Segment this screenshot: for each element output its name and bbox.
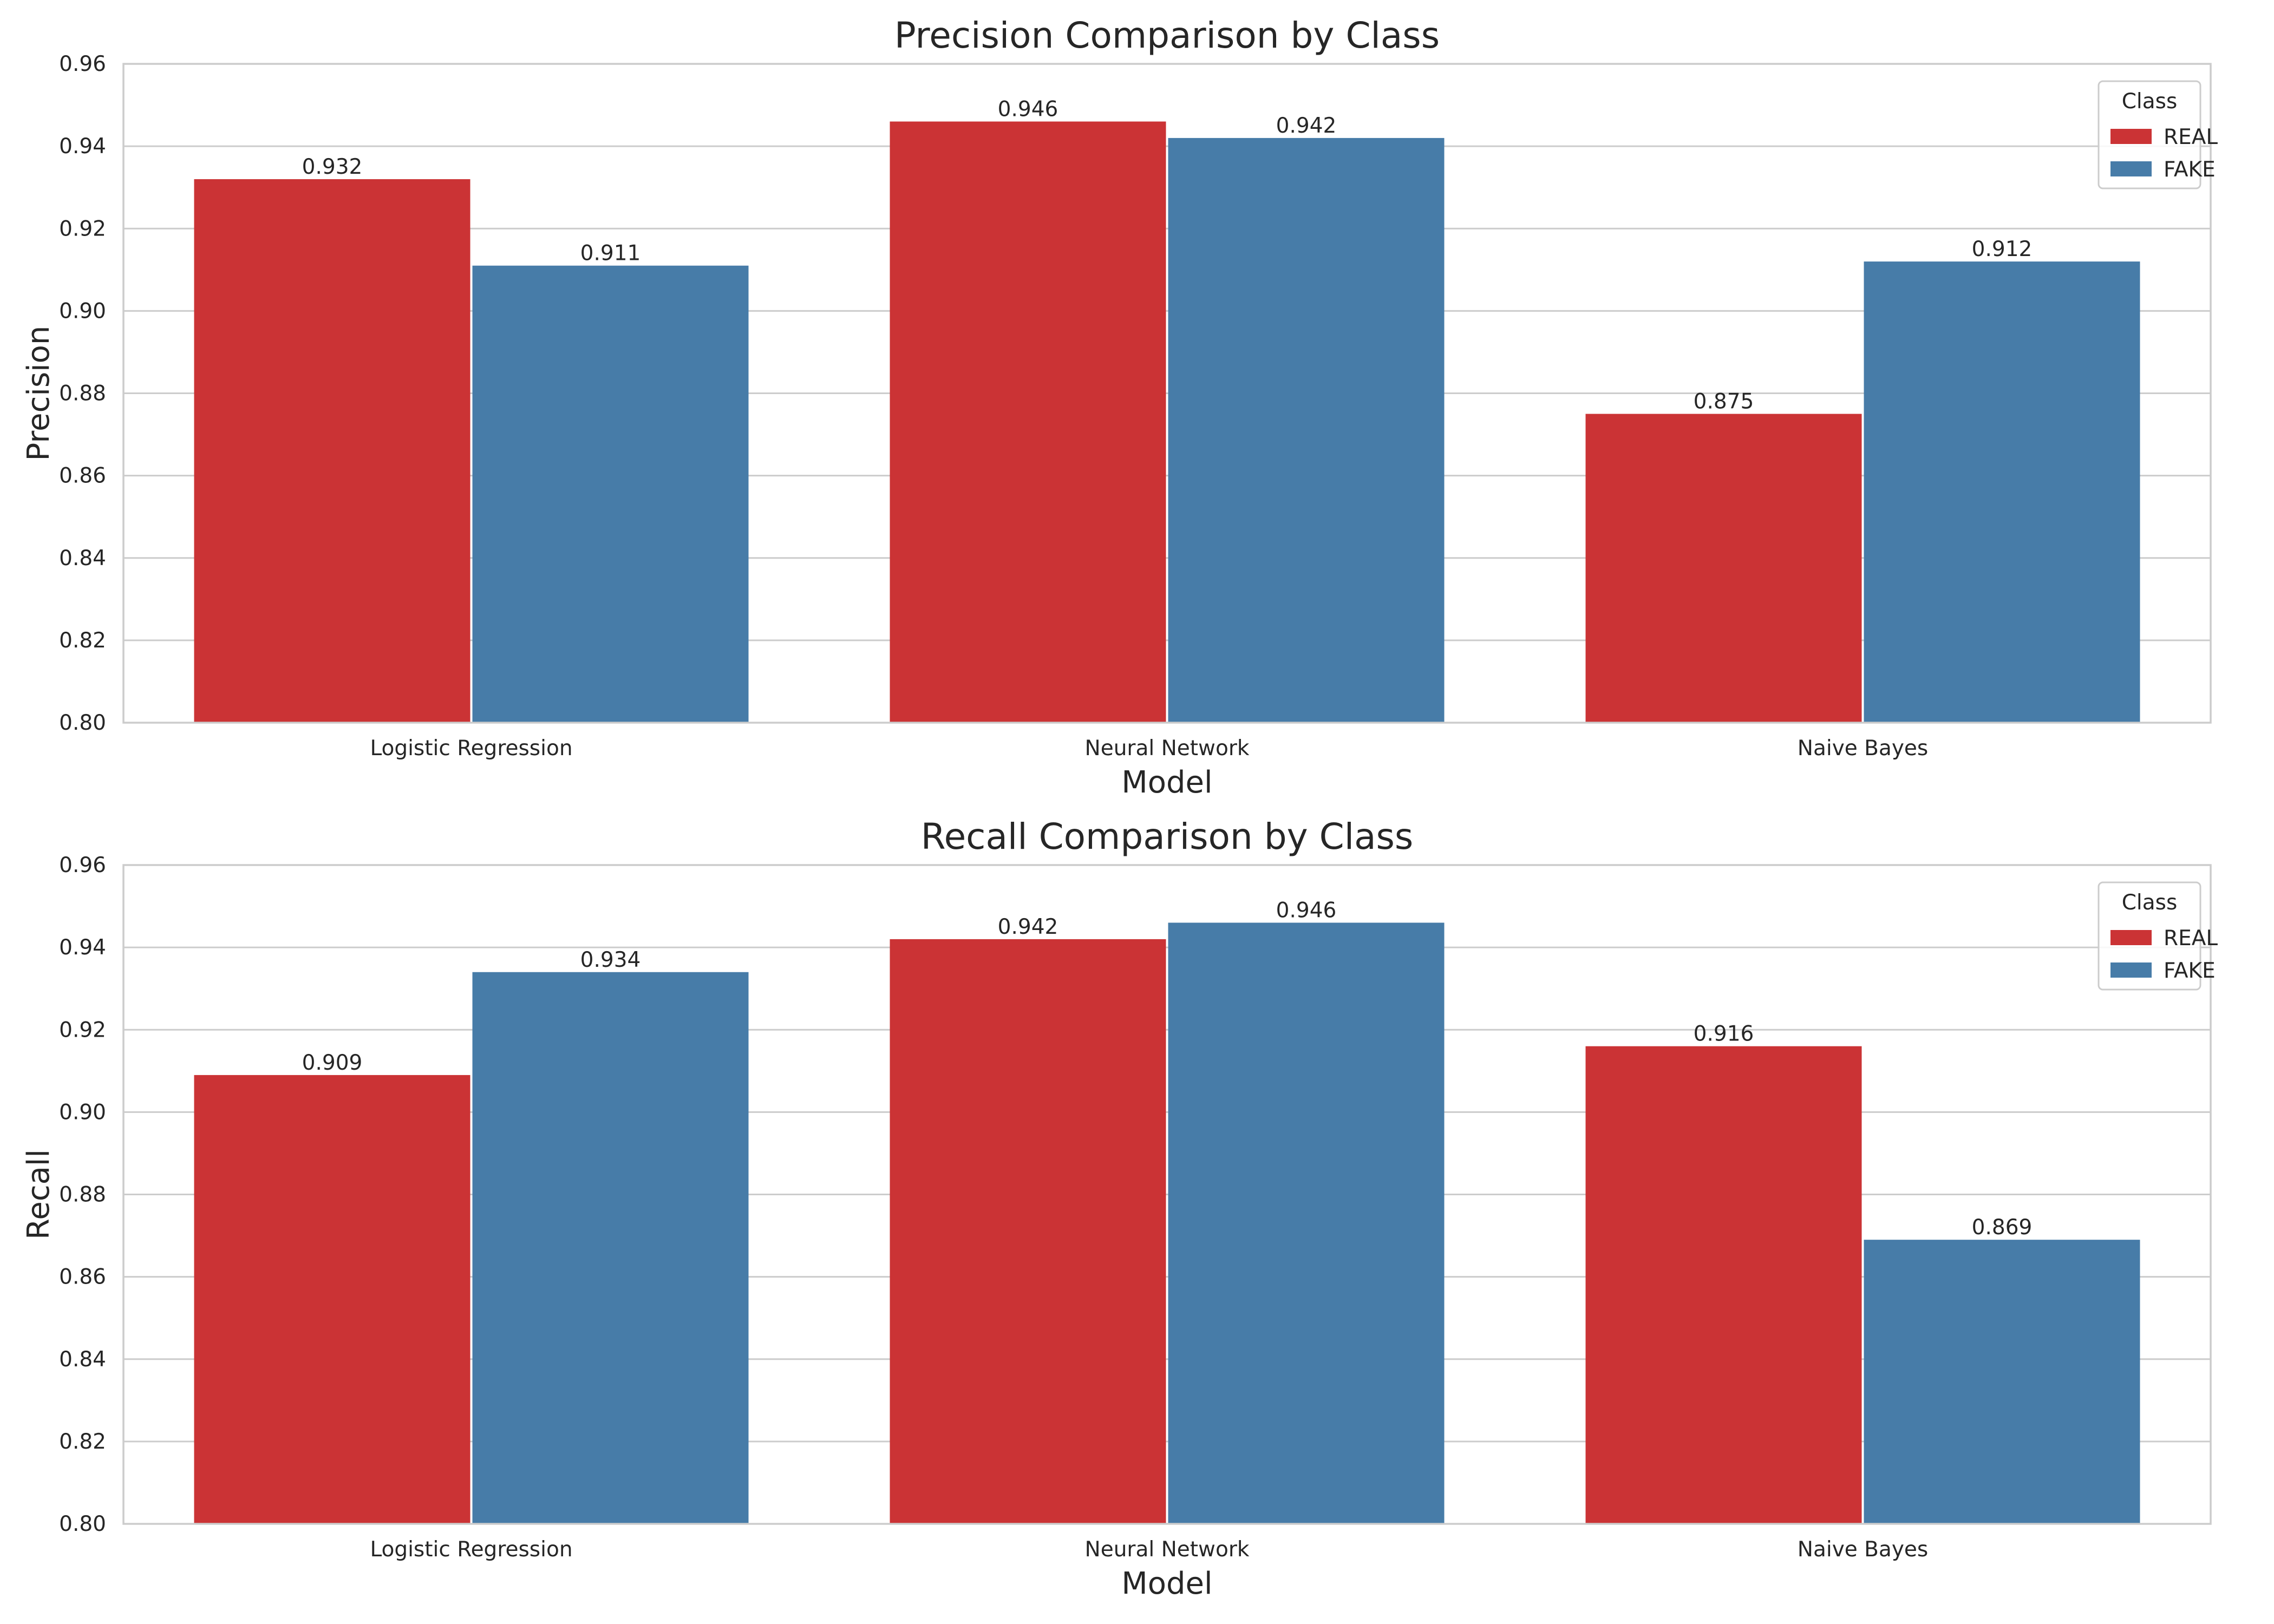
y-tick-label: 0.86 xyxy=(59,464,106,488)
x-tick-label: Logistic Regression xyxy=(370,736,572,761)
y-tick-label: 0.90 xyxy=(59,299,106,323)
x-tick-label: Logistic Regression xyxy=(370,1537,572,1562)
bar-real xyxy=(1585,414,1862,723)
legend: Class REAL FAKE xyxy=(2097,881,2218,991)
bar-value-label: 0.912 xyxy=(1972,237,2033,261)
y-tick-label: 0.84 xyxy=(59,546,106,571)
y-tick-label: 0.86 xyxy=(59,1265,106,1289)
plot-frame xyxy=(122,63,2212,724)
x-tick-label: Neural Network xyxy=(1085,736,1250,761)
bar-value-label: 0.932 xyxy=(302,155,363,179)
precision-chart-title: Precision Comparison by Class xyxy=(894,15,1440,56)
y-tick-label: 0.82 xyxy=(59,1430,106,1454)
y-axis-label: Precision xyxy=(21,326,56,461)
bar-value-label: 0.942 xyxy=(998,915,1058,939)
legend-title: Class xyxy=(2122,890,2178,915)
bar-value-label: 0.934 xyxy=(580,948,641,972)
y-tick-label: 0.96 xyxy=(59,853,106,878)
bar-fake xyxy=(1864,1240,2140,1524)
y-tick-label: 0.94 xyxy=(59,935,106,960)
y-tick-label: 0.80 xyxy=(59,711,106,735)
bar-fake xyxy=(1168,922,1445,1524)
x-axis-label: Model xyxy=(1121,765,1212,800)
y-tick-label: 0.90 xyxy=(59,1100,106,1124)
y-tick-label: 0.92 xyxy=(59,1018,106,1042)
bar-value-label: 0.946 xyxy=(1276,898,1337,922)
y-tick-label: 0.84 xyxy=(59,1347,106,1372)
bar-fake xyxy=(472,972,749,1524)
legend-label-real: REAL xyxy=(2164,926,2218,951)
bar-value-label: 0.869 xyxy=(1972,1215,2033,1240)
y-tick-label: 0.80 xyxy=(59,1512,106,1536)
recall-chart-title: Recall Comparison by Class xyxy=(921,816,1414,857)
bar-fake xyxy=(1168,137,1445,723)
bar-value-label: 0.911 xyxy=(580,241,641,266)
x-tick-label: Neural Network xyxy=(1085,1537,1250,1562)
y-tick-label: 0.88 xyxy=(59,1183,106,1207)
legend-label-fake: FAKE xyxy=(2164,959,2216,983)
y-tick-label: 0.92 xyxy=(59,217,106,241)
bar-fake xyxy=(1864,261,2140,723)
bar-value-label: 0.942 xyxy=(1276,114,1337,138)
y-tick-label: 0.96 xyxy=(59,52,106,76)
legend-swatch-real xyxy=(2110,129,2152,144)
y-axis-label: Recall xyxy=(21,1149,56,1240)
legend-swatch-fake xyxy=(2110,161,2152,176)
legend: Class REAL FAKE xyxy=(2097,80,2218,189)
recall-chart-panel: 0.80 0.82 0.84 0.86 0.88 0.90 0.92 0.94 0.96 0.90… xyxy=(21,816,2218,1601)
x-tick-label: Naive Bayes xyxy=(1798,1537,1928,1562)
bar-real xyxy=(890,121,1166,723)
legend-swatch-real xyxy=(2110,930,2152,945)
bar-real xyxy=(194,179,471,723)
plot-frame xyxy=(122,864,2212,1525)
x-tick-label: Naive Bayes xyxy=(1798,736,1928,761)
y-tick-label: 0.88 xyxy=(59,382,106,406)
y-tick-label: 0.94 xyxy=(59,134,106,159)
bar-value-label: 0.875 xyxy=(1694,390,1754,414)
bar-real xyxy=(890,939,1166,1524)
x-axis-label: Model xyxy=(1121,1566,1212,1601)
bar-real xyxy=(1585,1046,1862,1524)
legend-label-fake: FAKE xyxy=(2164,158,2216,182)
bar-fake xyxy=(472,265,749,723)
bar-value-label: 0.909 xyxy=(302,1051,363,1075)
bar-value-label: 0.946 xyxy=(998,97,1058,121)
legend-label-real: REAL xyxy=(2164,125,2218,149)
legend-title: Class xyxy=(2122,89,2178,114)
bar-value-label: 0.916 xyxy=(1694,1022,1754,1046)
legend-swatch-fake xyxy=(2110,962,2152,978)
bar-real xyxy=(194,1075,471,1524)
precision-chart-panel: 0.80 0.82 0.84 0.86 0.88 0.90 0.92 0.94 0.96 0.93… xyxy=(21,15,2218,800)
y-tick-label: 0.82 xyxy=(59,628,106,653)
